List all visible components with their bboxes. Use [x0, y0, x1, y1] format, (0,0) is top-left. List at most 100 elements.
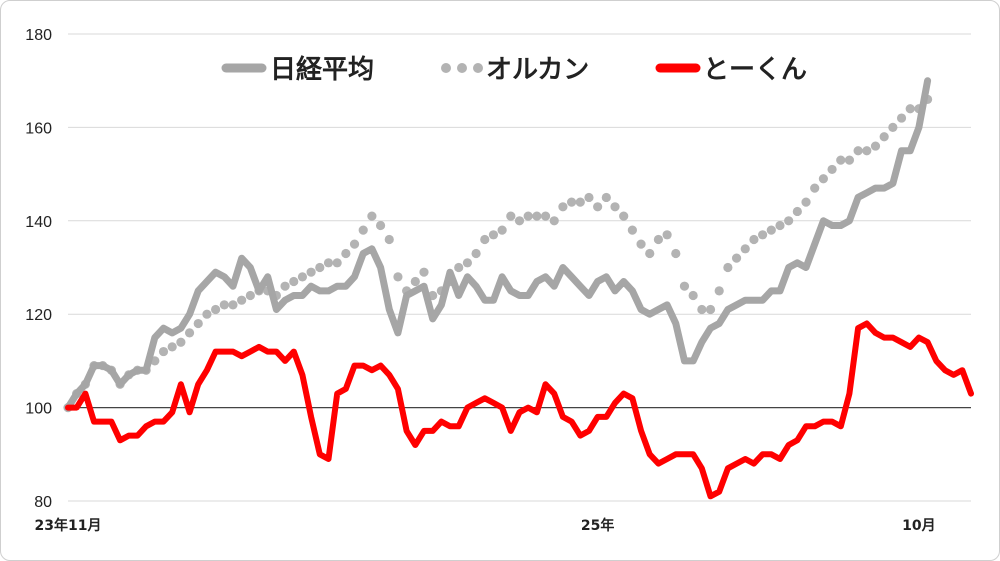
data-point — [323, 258, 334, 268]
y-tick-label: 120 — [25, 307, 52, 324]
data-point — [367, 211, 377, 221]
legend: 日経平均 オルカン とーくん — [221, 54, 807, 85]
data-point — [870, 141, 881, 151]
data-point — [375, 220, 386, 231]
data-point — [219, 300, 229, 310]
data-point — [540, 211, 551, 221]
data-point — [280, 281, 290, 291]
series-orukan — [63, 94, 933, 413]
data-point — [184, 328, 195, 338]
data-point — [610, 202, 620, 212]
y-tick-label: 140 — [25, 214, 52, 231]
data-point — [575, 197, 585, 207]
data-point — [497, 225, 507, 235]
data-point — [506, 211, 516, 221]
data-point — [688, 290, 698, 301]
data-point — [705, 304, 716, 315]
data-point — [176, 337, 186, 347]
data-point — [593, 202, 603, 212]
data-point — [792, 206, 802, 217]
data-point — [810, 183, 820, 193]
data-point — [714, 286, 724, 296]
x-tick-label: 23年11月 — [35, 517, 102, 534]
legend-item-tokun: とーくん — [655, 55, 807, 85]
data-point — [245, 290, 255, 301]
x-tick-label: 10月 — [902, 518, 935, 534]
data-point — [419, 267, 429, 277]
data-point — [193, 318, 203, 329]
data-point — [549, 216, 559, 226]
data-point — [584, 192, 594, 203]
x-axis-ticks: 23年11月 25年 10月 — [35, 517, 936, 534]
data-point — [775, 220, 785, 231]
y-tick-label: 160 — [25, 120, 52, 137]
x-tick-label: 25年 — [581, 517, 614, 534]
data-point — [349, 239, 360, 249]
data-point — [211, 304, 221, 315]
data-point — [332, 258, 342, 268]
data-point — [558, 202, 568, 212]
series-nikkei — [64, 77, 932, 412]
data-point — [836, 155, 846, 165]
data-point — [237, 295, 247, 305]
data-point — [480, 234, 490, 245]
data-point — [462, 258, 473, 268]
data-point — [679, 281, 690, 291]
data-point — [488, 230, 499, 240]
data-point — [879, 132, 889, 142]
data-point — [853, 146, 863, 156]
legend-label-tokun: とーくん — [703, 55, 807, 85]
data-point — [532, 211, 542, 221]
legend-item-nikkei: 日経平均 — [221, 54, 374, 85]
data-point — [784, 216, 794, 226]
data-point — [393, 272, 403, 282]
data-point — [697, 304, 707, 315]
data-point — [801, 197, 811, 207]
data-point — [662, 230, 672, 240]
data-point — [358, 225, 368, 235]
data-point — [297, 272, 308, 282]
data-point — [202, 309, 212, 319]
data-point — [289, 276, 299, 287]
data-point — [315, 262, 325, 273]
data-point — [896, 113, 907, 123]
data-point — [410, 276, 420, 287]
legend-label-orukan: オルカン — [486, 55, 589, 85]
y-tick-label: 80 — [34, 494, 52, 511]
data-point — [341, 248, 351, 259]
data-point — [306, 267, 316, 277]
y-tick-label: 100 — [25, 401, 52, 418]
data-point — [905, 104, 915, 114]
data-point — [758, 230, 768, 240]
series-lines — [63, 77, 974, 500]
data-point — [601, 192, 611, 203]
legend-item-orukan: オルカン — [441, 55, 589, 85]
data-point — [636, 239, 646, 249]
data-point — [888, 122, 898, 132]
data-point — [844, 155, 855, 165]
series-tokun — [65, 320, 974, 500]
data-point — [645, 248, 655, 259]
data-point — [167, 342, 177, 352]
data-point — [158, 346, 169, 357]
data-point — [749, 234, 759, 245]
data-point — [454, 262, 464, 273]
y-axis-ticks: 80 100 120 140 160 180 — [25, 27, 52, 511]
legend-label-nikkei: 日経平均 — [270, 54, 374, 85]
data-point — [228, 300, 238, 310]
data-point — [827, 164, 837, 175]
data-point — [862, 146, 872, 156]
data-point — [566, 197, 577, 207]
legend-swatch-orukan — [441, 63, 483, 73]
data-point — [671, 248, 681, 259]
data-point — [723, 262, 733, 273]
data-point — [740, 244, 750, 254]
data-point — [731, 253, 742, 263]
data-point — [619, 211, 629, 221]
data-point — [653, 234, 664, 245]
data-point — [514, 216, 525, 226]
gridlines — [68, 33, 971, 502]
data-point — [471, 248, 481, 259]
y-tick-label: 180 — [25, 27, 52, 44]
